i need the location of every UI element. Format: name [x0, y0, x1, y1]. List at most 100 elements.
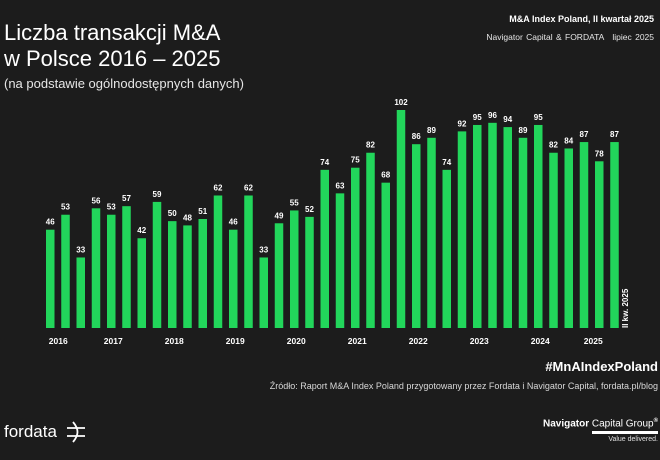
bar: [198, 219, 207, 328]
bar-value-label: 59: [153, 190, 162, 199]
navigator-tagline: Value delivered.: [608, 436, 658, 444]
bar-value-label: 94: [503, 115, 512, 124]
bar: [335, 193, 345, 328]
bar: [473, 124, 482, 328]
bar-value-label: 50: [168, 209, 177, 218]
bar: [457, 131, 467, 328]
year-label: 2025: [584, 336, 603, 346]
bar: [412, 144, 421, 328]
report-date: lipiec 2025: [612, 32, 654, 42]
bar-value-label: 82: [366, 141, 375, 150]
value-labels-group: 46 53 33 56 53 57 42 59 50 48 51 62 46 62 33 49 55 52 74 63…: [46, 98, 620, 254]
bar: [518, 137, 528, 328]
report-meta: Navigator Capital & FORDATA lipiec 2025: [478, 32, 654, 42]
bar: [274, 223, 284, 328]
bar: [564, 148, 573, 328]
year-label: 2023: [470, 336, 489, 346]
bar-value-label: 33: [76, 245, 85, 254]
bar-value-label: 63: [336, 181, 345, 190]
bar: [442, 169, 451, 328]
bar: [107, 214, 116, 328]
bar-value-label: 62: [244, 183, 253, 192]
year-label: 2020: [287, 336, 306, 346]
bar: [244, 195, 253, 328]
bar-value-label: 48: [183, 213, 192, 222]
bar: [76, 257, 85, 328]
year-label: 2017: [104, 336, 123, 346]
bar-value-label: 87: [610, 130, 619, 139]
bar-value-label: 42: [137, 226, 146, 235]
bar: [549, 152, 558, 328]
fordata-mark-icon: [66, 421, 85, 443]
source-note: Źródło: Raport M&A Index Poland przygoto…: [269, 381, 658, 391]
bar: [488, 122, 497, 328]
navigator-wordmark: Navigator Capital Group®: [542, 418, 658, 430]
bar-value-label: 86: [412, 132, 421, 141]
bar-value-label: 82: [549, 141, 558, 150]
bar: [229, 229, 238, 328]
bar: [320, 169, 329, 328]
bar-value-label: 46: [46, 218, 55, 227]
bars-group: [46, 110, 619, 328]
bar-value-label: 52: [305, 205, 314, 214]
year-label: 2024: [531, 336, 550, 346]
year-labels-group: 2016 2017 2018 2019 2020 2021 2022 2023 2024 2025: [49, 336, 603, 346]
navigator-capital-logo: Navigator Capital Group® Value delivered…: [543, 418, 658, 443]
bar-value-label: 96: [488, 111, 497, 120]
year-label: 2019: [226, 336, 245, 346]
bar-value-label: 74: [442, 158, 451, 167]
bar: [137, 238, 146, 328]
bar: [381, 182, 390, 328]
bar-value-label: 74: [320, 158, 329, 167]
bar-value-label: 89: [427, 126, 436, 135]
year-label: 2018: [165, 336, 184, 346]
bar: [503, 127, 512, 328]
bar-value-label: 62: [214, 183, 223, 192]
bar-value-label: 51: [198, 207, 207, 216]
report-title: M&A Index Poland, II kwartał 2025: [509, 14, 654, 24]
bar: [61, 214, 70, 328]
bar-value-label: 56: [92, 196, 101, 205]
bar-value-label: 75: [351, 156, 360, 165]
hashtag: #MnAIndexPoland: [545, 359, 658, 374]
bar-value-label: 55: [290, 198, 299, 207]
bar: [152, 201, 162, 328]
bar-value-label: 84: [564, 136, 573, 145]
bar: [396, 110, 406, 328]
bar: [305, 216, 314, 328]
bar-value-label: 68: [381, 171, 390, 180]
bar: [183, 225, 192, 328]
bar-value-label: 33: [259, 245, 268, 254]
bar: [122, 206, 131, 328]
bar: [46, 229, 55, 328]
bar-value-label: 78: [595, 149, 604, 158]
bar-value-label: 89: [519, 126, 528, 135]
bar: [610, 142, 619, 328]
bar-value-label: 87: [580, 130, 589, 139]
bar: [259, 257, 268, 328]
bar: [366, 152, 375, 328]
bar-value-label: 46: [229, 218, 238, 227]
year-label: 2021: [348, 336, 367, 346]
bar: [595, 161, 604, 328]
bar: [534, 124, 543, 328]
bar-value-label: 57: [122, 194, 131, 203]
publishers: Navigator Capital & FORDATA: [486, 32, 605, 42]
year-label: 2016: [49, 336, 68, 346]
fordata-logo: fordata: [4, 421, 87, 443]
bar: [351, 167, 360, 328]
bar: [91, 208, 101, 328]
navigator-underline: [592, 431, 658, 435]
bar: [168, 221, 177, 328]
bar-value-label: 95: [473, 113, 482, 122]
chart-title: Liczba transakcji M&A w Polsce 2016 – 20…: [4, 20, 221, 71]
bar: [579, 142, 589, 328]
bar: [213, 195, 223, 328]
bar-value-label: 102: [394, 98, 408, 107]
bar-value-label: 53: [107, 203, 116, 212]
bar: [290, 210, 299, 328]
chart-subtitle: (na podstawie ogólnodostępnych danych): [4, 76, 244, 91]
bar-value-label: 95: [534, 113, 543, 122]
fordata-wordmark: fordata: [4, 422, 57, 441]
